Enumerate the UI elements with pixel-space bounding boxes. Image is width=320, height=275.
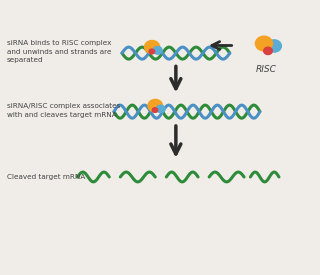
- Circle shape: [156, 105, 165, 112]
- Circle shape: [148, 99, 163, 112]
- Circle shape: [255, 36, 273, 51]
- Circle shape: [145, 40, 160, 53]
- Circle shape: [153, 46, 162, 54]
- Text: Cleaved target mRNA: Cleaved target mRNA: [7, 174, 85, 180]
- Text: siRNA/RISC complex associates
with and cleaves target mRNA: siRNA/RISC complex associates with and c…: [7, 103, 120, 117]
- Circle shape: [264, 47, 272, 54]
- Circle shape: [152, 108, 158, 112]
- Text: RISC: RISC: [256, 65, 277, 73]
- Circle shape: [267, 40, 281, 52]
- Circle shape: [149, 49, 155, 54]
- Text: siRNA binds to RISC complex
and unwinds and strands are
separated: siRNA binds to RISC complex and unwinds …: [7, 40, 112, 63]
